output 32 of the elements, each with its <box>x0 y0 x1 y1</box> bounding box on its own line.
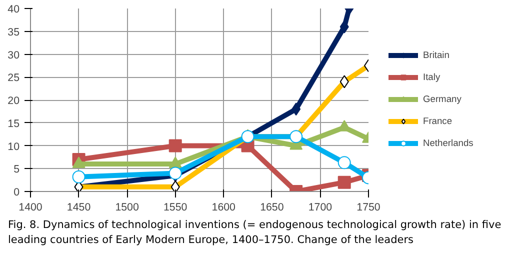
y-tick-label: 10 <box>8 140 20 153</box>
point <box>72 156 86 168</box>
x-tick-label: 1700 <box>308 202 332 214</box>
legend-label: Italy <box>423 72 442 82</box>
y-tick-label: 20 <box>8 95 20 107</box>
y-tick-label: 35 <box>8 26 20 38</box>
y-tick-label: 25 <box>8 72 20 84</box>
point <box>72 170 86 184</box>
x-tick-label: 1650 <box>260 202 284 214</box>
caption: Fig. 8. Dynamics of technological inventions (= endogenous technological growth rate) in five leading countries of Early Modern Europe, 1400–1750. Change of the leaders <box>8 218 502 248</box>
point <box>338 156 351 170</box>
point <box>168 156 182 168</box>
y-tick-label: 5 <box>14 164 20 176</box>
point <box>338 176 351 189</box>
y-tick-label: 30 <box>8 49 20 62</box>
x-tick-label: 1450 <box>66 202 91 214</box>
y-tick-label: 0 <box>14 186 20 198</box>
x-tick-label: 1600 <box>212 202 236 214</box>
y-tick-label: 40 <box>8 4 20 16</box>
legend-label: Germany <box>423 94 462 104</box>
legend-label: Netherlands <box>423 138 474 148</box>
x-tick-label: 1750 <box>356 202 380 214</box>
legend-label: France <box>423 116 452 126</box>
point <box>340 20 349 34</box>
point <box>292 102 301 116</box>
y-tick-label: 15 <box>8 118 20 130</box>
point <box>168 139 182 152</box>
point <box>168 166 182 180</box>
x-tick-label: 1550 <box>164 202 188 214</box>
x-tick-label: 1500 <box>115 202 139 214</box>
x-tick-label: 1400 <box>18 202 42 214</box>
legend-label: Britain <box>423 50 450 60</box>
